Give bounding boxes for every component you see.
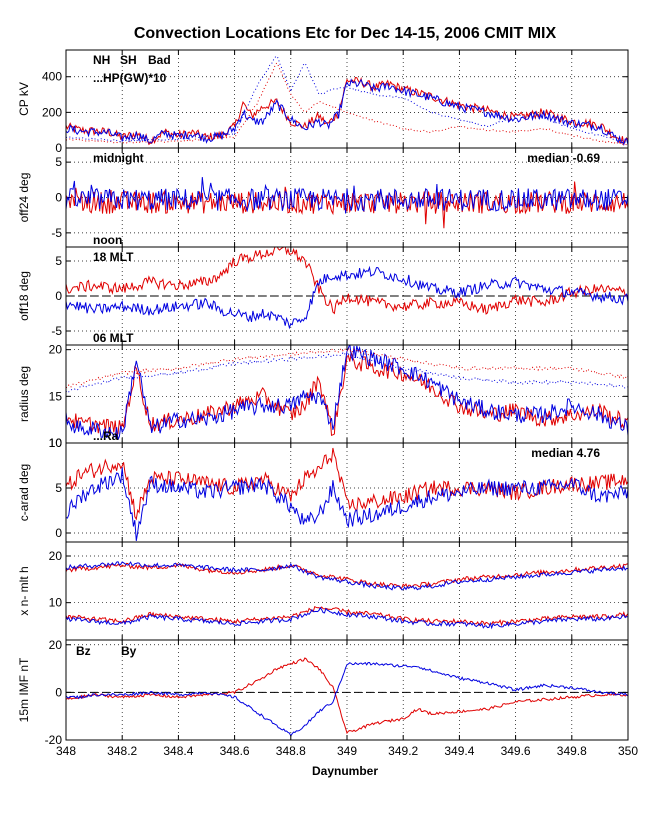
panel-cp: 0 200 400 CP kV ...HP(GW)*10 <box>17 49 629 155</box>
series-line-sh <box>66 78 628 146</box>
x-tick-label: 349.2 <box>388 744 418 758</box>
series-group <box>66 447 628 541</box>
series-group <box>66 55 628 146</box>
legend-entry-nh: NH <box>93 53 110 67</box>
annotation: 06 MLT <box>93 331 134 345</box>
y-tick-label: 0 <box>55 191 62 205</box>
series-group <box>66 345 628 440</box>
series-line-sh-upper <box>66 561 628 591</box>
y-tick-label: 400 <box>42 70 62 84</box>
series-line-bz <box>66 657 628 735</box>
annotation: noon <box>93 233 122 247</box>
series-line-sh <box>66 467 628 541</box>
series-line-hp-sh <box>66 55 628 144</box>
x-tick-label: 349.8 <box>557 744 587 758</box>
x-tick-label: 348.6 <box>220 744 250 758</box>
panel-off24: -5 0 5 off24 deg midnight median -0.69 noon <box>17 147 629 248</box>
chart-title: Convection Locations Etc for Dec 14-15, … <box>134 25 557 42</box>
y-tick-label: 10 <box>49 436 63 450</box>
panel-imf: -20 0 20 15m IMF nT Bz By 348 348.2 348.4 348.6 34… <box>17 638 638 758</box>
y-axis-label: c-arad deg <box>17 464 31 521</box>
y-axis-label: radius deg <box>17 366 31 422</box>
y-axis-label: 15m IMF nT <box>17 657 31 722</box>
series-group <box>66 561 628 630</box>
annotation: 18 MLT <box>93 250 134 264</box>
y-tick-label: 20 <box>49 638 63 652</box>
series-line-nh-upper <box>66 562 628 589</box>
annotation: ...HP(GW)*10 <box>93 71 167 85</box>
y-axis-label: CP kV <box>17 82 31 116</box>
x-tick-label: 349 <box>337 744 357 758</box>
series-group <box>66 657 628 737</box>
annotation: Bz <box>76 644 91 658</box>
y-axis-label: x n- mlt h <box>17 566 31 615</box>
series-line-sh <box>66 265 628 330</box>
annotation: midnight <box>93 151 144 165</box>
y-tick-label: 10 <box>49 436 63 450</box>
series-line-nh <box>66 247 628 315</box>
annotation: median 4.76 <box>531 446 600 460</box>
x-tick-label: 348.4 <box>163 744 193 758</box>
y-axis-label: off18 deg <box>17 271 31 321</box>
x-tick-label: 349.4 <box>444 744 474 758</box>
annotation: median -0.69 <box>527 151 600 165</box>
legend-entry-bad: Bad <box>148 53 171 67</box>
y-tick-label: 20 <box>49 343 63 357</box>
x-tick-label: 348 <box>56 744 76 758</box>
panel-radius: 10 15 20 radius deg ...Ra <box>17 343 629 450</box>
series-line-ra-nh <box>66 347 628 389</box>
x-axis-label: Daynumber <box>312 764 378 778</box>
y-tick-label: 0 <box>55 526 62 540</box>
y-tick-label: 5 <box>55 254 62 268</box>
series-line-nh-lower <box>66 606 628 627</box>
annotation: By <box>121 644 137 658</box>
series-line-by <box>66 661 628 737</box>
legend-entry-sh: SH <box>120 53 137 67</box>
series-group <box>66 177 628 229</box>
legend: NH SH Bad <box>93 53 171 67</box>
y-tick-label: 0 <box>55 685 62 699</box>
panel-xn: 10 20 x n- mlt h <box>17 541 629 641</box>
series-group <box>66 247 628 330</box>
series-line-nh <box>66 76 628 146</box>
series-line-nh <box>66 447 628 521</box>
panel-carad: 0 5 10 c-arad deg median 4.76 <box>17 436 629 543</box>
y-tick-label: -5 <box>51 226 62 240</box>
series-line-hp-nh <box>66 62 628 146</box>
y-tick-label: 5 <box>55 481 62 495</box>
series-line-sh-lower <box>66 606 628 630</box>
annotation: ...Ra <box>93 429 119 443</box>
series-line-sh <box>66 345 628 440</box>
y-tick-label: 200 <box>42 105 62 119</box>
y-tick-label: 0 <box>55 141 62 155</box>
y-tick-label: 5 <box>55 155 62 169</box>
y-tick-label: 0 <box>55 289 62 303</box>
y-tick-label: 10 <box>49 596 63 610</box>
y-tick-label: 15 <box>49 389 63 403</box>
x-tick-label: 348.2 <box>107 744 137 758</box>
y-tick-label: -5 <box>51 324 62 338</box>
y-tick-label: -20 <box>45 733 63 747</box>
series-line-sh <box>66 177 628 214</box>
x-tick-label: 350 <box>618 744 638 758</box>
y-axis-label: off24 deg <box>17 173 31 223</box>
x-tick-label: 348.8 <box>276 744 306 758</box>
series-line-nh <box>66 352 628 438</box>
panel-off18: -5 0 5 off18 deg 18 MLT 06 MLT <box>17 246 629 346</box>
y-tick-label: 20 <box>49 549 63 563</box>
x-tick-label: 349.6 <box>501 744 531 758</box>
